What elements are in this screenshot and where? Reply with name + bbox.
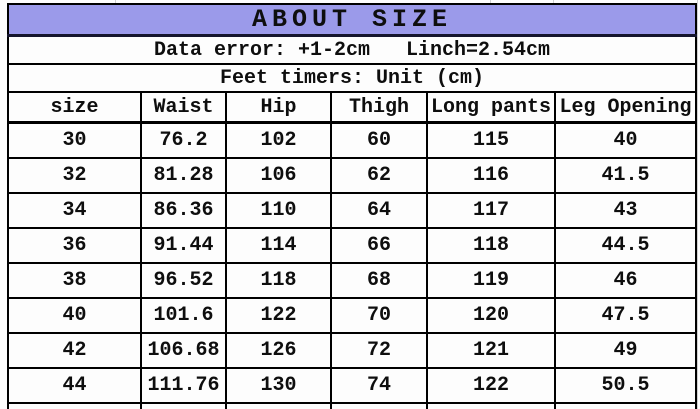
spreadsheet-gridline — [490, 0, 491, 3]
table-row-size-42: 42 106.68 126 72 121 49 — [7, 332, 697, 369]
note-row-unit: Feet timers: Unit (cm) — [7, 63, 697, 93]
cell-leg-opening: 40 — [554, 121, 697, 159]
cell-size: 30 — [7, 121, 142, 159]
page-title: ABOUT SIZE — [7, 3, 697, 37]
table-cell-partial — [225, 402, 332, 409]
cell-leg-opening: 46 — [554, 262, 697, 299]
cell-thigh: 68 — [330, 262, 428, 299]
cell-waist: 91.44 — [140, 227, 227, 264]
spreadsheet-gridline — [553, 0, 554, 3]
cell-long-pants: 120 — [426, 297, 556, 334]
cell-leg-opening: 50.5 — [554, 367, 697, 404]
column-header-leg-opening: Leg Opening — [554, 91, 697, 124]
column-header-waist: Waist — [140, 91, 227, 124]
cell-waist: 111.76 — [140, 367, 227, 404]
title-row: ABOUT SIZE — [7, 3, 697, 37]
table-row-size-32: 32 81.28 106 62 116 41.5 — [7, 157, 697, 194]
table-cell-partial — [330, 402, 428, 409]
cell-waist: 106.68 — [140, 332, 227, 369]
cell-waist: 76.2 — [140, 121, 227, 159]
cell-long-pants: 115 — [426, 121, 556, 159]
cell-leg-opening: 41.5 — [554, 157, 697, 194]
column-header-long-pants: Long pants — [426, 91, 556, 124]
cell-long-pants: 118 — [426, 227, 556, 264]
table-row-size-34: 34 86.36 110 64 117 43 — [7, 192, 697, 229]
cell-hip: 126 — [225, 332, 332, 369]
cell-waist: 86.36 — [140, 192, 227, 229]
table-row-partial — [7, 402, 697, 409]
cell-leg-opening: 47.5 — [554, 297, 697, 334]
cell-hip: 118 — [225, 262, 332, 299]
column-header-thigh: Thigh — [330, 91, 428, 124]
table-cell-partial — [140, 402, 227, 409]
cell-hip: 110 — [225, 192, 332, 229]
cell-long-pants: 122 — [426, 367, 556, 404]
cell-thigh: 70 — [330, 297, 428, 334]
cell-long-pants: 117 — [426, 192, 556, 229]
table-row-size-30: 30 76.2 102 60 115 40 — [7, 121, 697, 159]
cell-leg-opening: 43 — [554, 192, 697, 229]
note-unit: Feet timers: Unit (cm) — [7, 63, 697, 93]
cell-size: 42 — [7, 332, 142, 369]
cell-long-pants: 121 — [426, 332, 556, 369]
size-chart-table: ABOUT SIZE Data error: +1-2cm Linch=2.54… — [7, 3, 697, 409]
cell-hip: 102 — [225, 121, 332, 159]
cell-leg-opening: 44.5 — [554, 227, 697, 264]
cell-waist: 101.6 — [140, 297, 227, 334]
cell-thigh: 60 — [330, 121, 428, 159]
cell-hip: 114 — [225, 227, 332, 264]
cell-size: 34 — [7, 192, 142, 229]
spreadsheet-gridline — [115, 0, 116, 3]
cell-thigh: 72 — [330, 332, 428, 369]
cell-size: 38 — [7, 262, 142, 299]
cell-long-pants: 116 — [426, 157, 556, 194]
cell-size: 36 — [7, 227, 142, 264]
note-data-error: Data error: +1-2cm Linch=2.54cm — [7, 34, 697, 65]
cell-thigh: 62 — [330, 157, 428, 194]
cell-hip: 122 — [225, 297, 332, 334]
table-cell-partial — [7, 402, 142, 409]
table-row-size-40: 40 101.6 122 70 120 47.5 — [7, 297, 697, 334]
note-row-data-error: Data error: +1-2cm Linch=2.54cm — [7, 34, 697, 65]
table-cell-partial — [554, 402, 697, 409]
table-cell-partial — [426, 402, 556, 409]
table-header-row: size Waist Hip Thigh Long pants Leg Open… — [7, 91, 697, 124]
cell-hip: 106 — [225, 157, 332, 194]
cell-size: 44 — [7, 367, 142, 404]
table-row-size-36: 36 91.44 114 66 118 44.5 — [7, 227, 697, 264]
cell-size: 40 — [7, 297, 142, 334]
spreadsheet-gridline — [697, 0, 698, 409]
cell-hip: 130 — [225, 367, 332, 404]
table-row-size-38: 38 96.52 118 68 119 46 — [7, 262, 697, 299]
column-header-hip: Hip — [225, 91, 332, 124]
cell-thigh: 74 — [330, 367, 428, 404]
cell-long-pants: 119 — [426, 262, 556, 299]
cell-leg-opening: 49 — [554, 332, 697, 369]
cell-waist: 81.28 — [140, 157, 227, 194]
column-header-size: size — [7, 91, 142, 124]
cell-size: 32 — [7, 157, 142, 194]
cell-waist: 96.52 — [140, 262, 227, 299]
cell-thigh: 66 — [330, 227, 428, 264]
cell-thigh: 64 — [330, 192, 428, 229]
table-row-size-44: 44 111.76 130 74 122 50.5 — [7, 367, 697, 404]
